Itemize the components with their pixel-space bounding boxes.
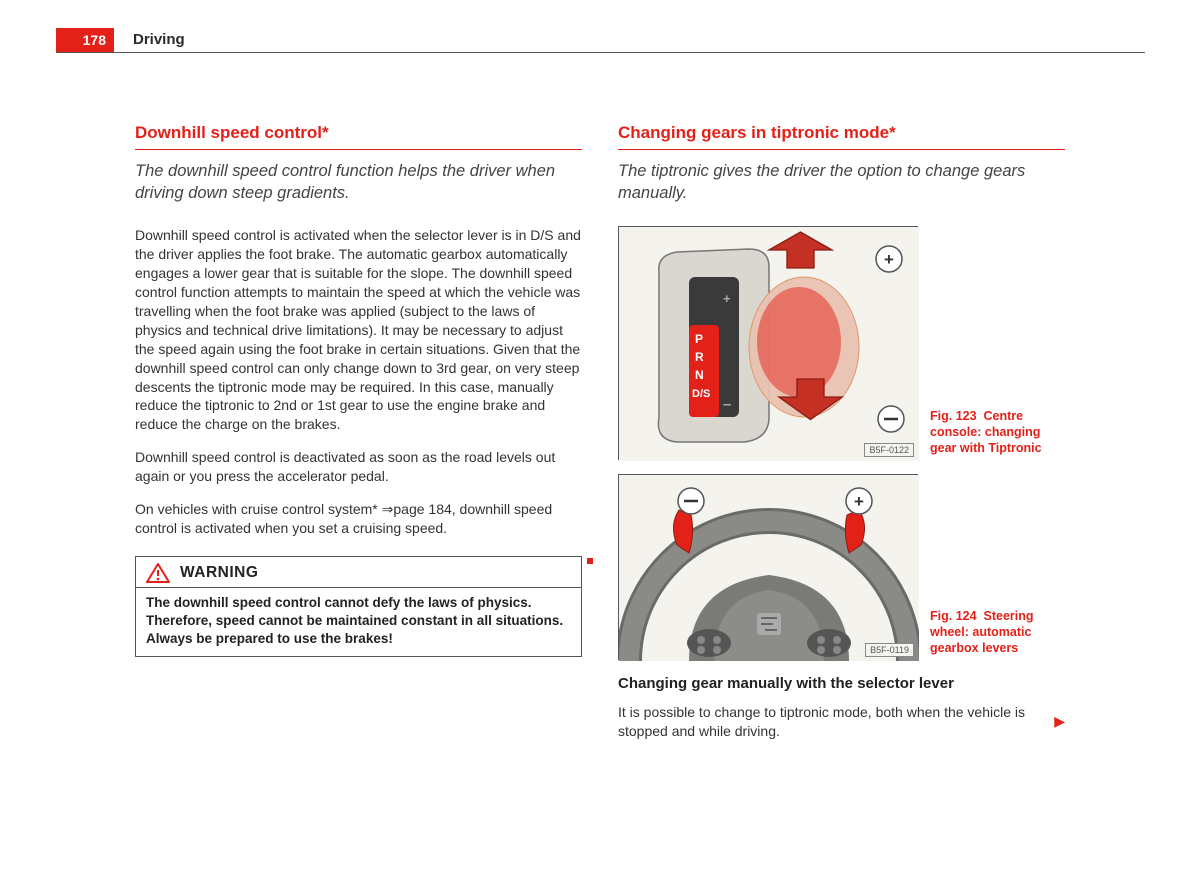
svg-text:R: R [695, 350, 704, 364]
svg-text:N: N [695, 368, 704, 382]
figure-124-caption: Fig. 124 Steering wheel: automatic gearb… [930, 608, 1065, 661]
figure-123-caption: Fig. 123 Centre console: changing gear w… [930, 408, 1065, 461]
figure-124-wrap: + B5F-0119 Fig. 124 Steering wheel: auto… [618, 474, 1065, 660]
warning-box: WARNING The downhill speed control canno… [135, 556, 582, 658]
warning-body: The downhill speed control cannot defy t… [136, 588, 581, 657]
section-title-downhill: Downhill speed control* [135, 122, 582, 145]
header-rule [56, 52, 1145, 53]
figure-code: B5F-0122 [864, 443, 914, 457]
body-paragraph: Downhill speed control is activated when… [135, 226, 582, 434]
svg-text:P: P [695, 332, 703, 346]
figure-123-image: P R N D/S + – + [618, 226, 918, 460]
svg-text:+: + [723, 291, 731, 306]
continue-marker-icon: ▶ [1054, 712, 1065, 731]
right-column: Changing gears in tiptronic mode* The ti… [618, 122, 1065, 741]
figure-label: Fig. 123 [930, 409, 977, 423]
tiptronic-console-illustration: P R N D/S + – + [619, 227, 919, 461]
warning-header: WARNING [136, 557, 581, 588]
figure-123-wrap: P R N D/S + – + [618, 226, 1065, 460]
body-paragraph: Downhill speed control is deactivated as… [135, 448, 582, 486]
figure-124-image: + B5F-0119 [618, 474, 918, 660]
svg-text:–: – [723, 396, 731, 413]
body-paragraph: It is possible to change to tiptronic mo… [618, 703, 1065, 741]
svg-text:D/S: D/S [692, 388, 710, 400]
chapter-title: Driving [133, 30, 185, 50]
content-area: Downhill speed control* The downhill spe… [135, 122, 1065, 741]
figure-code: B5F-0119 [865, 643, 914, 657]
section-end-marker [587, 558, 593, 564]
warning-label: WARNING [180, 563, 258, 584]
body-paragraph: On vehicles with cruise control system* … [135, 500, 582, 538]
section-subtitle: The tiptronic gives the driver the optio… [618, 160, 1065, 205]
section-rule [618, 149, 1065, 150]
warning-triangle-icon [146, 563, 170, 583]
section-subtitle: The downhill speed control function help… [135, 160, 582, 205]
svg-text:+: + [854, 492, 864, 511]
sub-heading: Changing gear manually with the selector… [618, 674, 1065, 694]
section-title-tiptronic: Changing gears in tiptronic mode* [618, 122, 1065, 145]
left-column: Downhill speed control* The downhill spe… [135, 122, 582, 741]
section-rule [135, 149, 582, 150]
svg-text:+: + [884, 250, 894, 269]
page-number-badge: 178 [56, 28, 114, 52]
steering-wheel-illustration: + [619, 475, 919, 661]
figure-label: Fig. 124 [930, 609, 977, 623]
